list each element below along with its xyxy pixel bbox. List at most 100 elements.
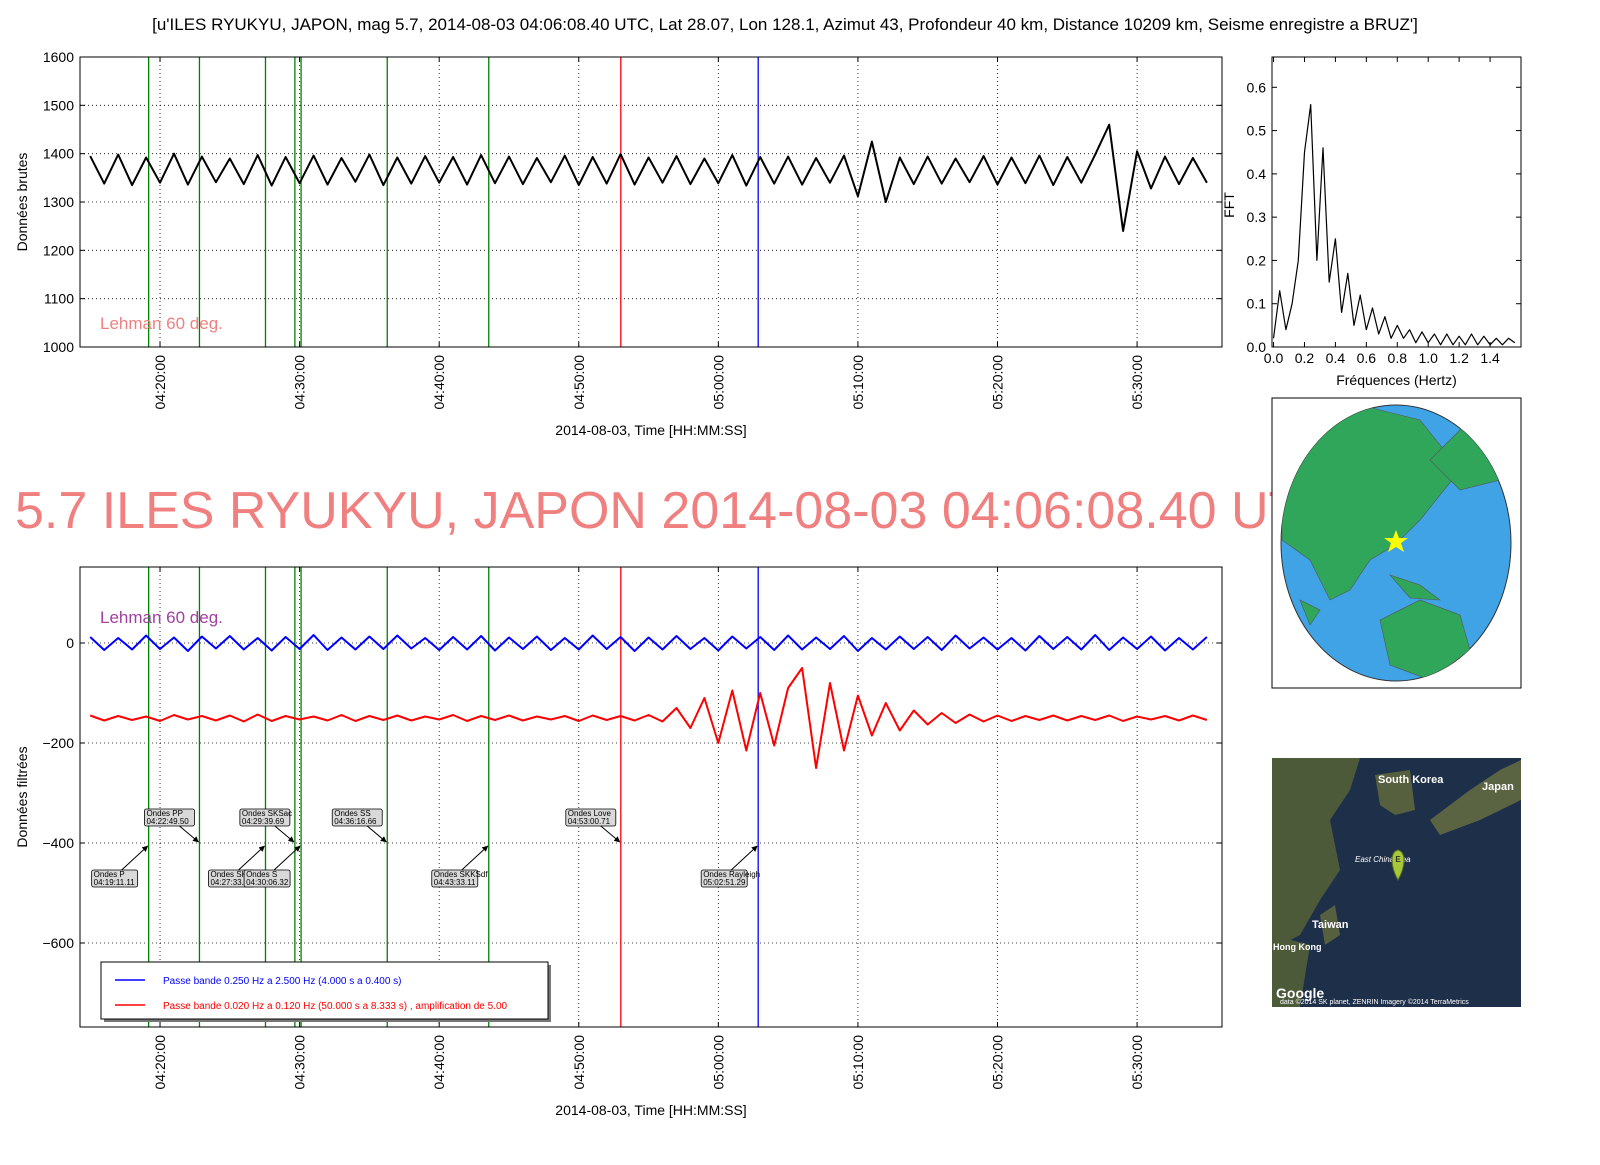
x-tick-label: 05:10:00	[850, 355, 866, 410]
x-tick-label: 0.0	[1264, 350, 1284, 366]
y-tick-label: 1000	[43, 339, 74, 355]
phase-label: Ondes Love	[568, 809, 612, 818]
y-tick-label: 0.5	[1247, 123, 1267, 139]
y-tick-label: 1300	[43, 194, 74, 210]
y-tick-label: 0	[66, 635, 74, 651]
phase-arrow	[179, 825, 199, 843]
x-tick-label: 0.2	[1295, 350, 1315, 366]
y-tick-label: −600	[42, 935, 74, 951]
x-tick-label: 1.2	[1449, 350, 1469, 366]
trace	[1272, 103, 1516, 346]
phase-label-box	[331, 808, 383, 827]
phase-label-time: 04:27:33.36	[210, 878, 253, 887]
map-label: Hong Kong	[1273, 942, 1322, 952]
legend-label: Passe bande 0.250 Hz a 2.500 Hz (4.000 s…	[163, 976, 402, 987]
x-tick-label: 0.4	[1326, 350, 1346, 366]
y-tick-label: 0.0	[1247, 339, 1267, 355]
y-tick-label: 1500	[43, 97, 74, 113]
annotation: Lehman 60 deg.	[100, 314, 223, 333]
x-tick-label: 05:00:00	[710, 1035, 726, 1090]
x-tick-label: 04:30:00	[292, 1035, 308, 1090]
phase-label-time: 04:19:11.11	[94, 878, 136, 887]
x-tick-label: 04:50:00	[571, 1035, 587, 1090]
phase-label-time: 04:30:06.32	[246, 878, 289, 887]
map-logo: Google	[1276, 985, 1324, 1001]
x-tick-label: 1.4	[1480, 350, 1500, 366]
x-axis-label: 2014-08-03, Time [HH:MM:SS]	[555, 422, 746, 438]
chart-title: [u'ILES RYUKYU, JAPON, mag 5.7, 2014-08-…	[152, 15, 1418, 34]
y-tick-label: 1400	[43, 146, 74, 162]
map-label: Taiwan	[1312, 919, 1349, 931]
phase-label-box	[565, 808, 617, 827]
trace	[89, 667, 1208, 769]
trace	[89, 634, 1208, 652]
satellite-map: South Korea Japan East China Sea E Taiwa…	[1272, 758, 1521, 1007]
phase-label-box	[91, 869, 139, 888]
x-tick-label: 05:10:00	[850, 1035, 866, 1090]
y-tick-label: 1200	[43, 242, 74, 258]
map-label: East China Sea	[1355, 855, 1411, 864]
phase-arrow	[238, 845, 265, 871]
phase-arrow	[274, 825, 295, 843]
map-label: Japan	[1482, 781, 1514, 793]
phase-arrow	[366, 825, 387, 843]
y-axis-label: Données brutes	[14, 153, 30, 252]
legend-label: Passe bande 0.020 Hz a 0.120 Hz (50.000 …	[163, 1001, 508, 1012]
globe-map	[1271, 397, 1522, 689]
phase-label-time: 04:29:39.69	[242, 817, 285, 826]
plot-frame	[79, 56, 1223, 348]
phase-label: Ondes SS	[334, 809, 370, 818]
x-tick-label: 04:20:00	[152, 1035, 168, 1090]
x-tick-label: 04:30:00	[292, 355, 308, 410]
headline: 5.7 ILES RYUKYU, JAPON 2014-08-03 04:06:…	[15, 482, 1338, 540]
x-tick-label: 1.0	[1418, 350, 1438, 366]
phase-label: Ondes P	[94, 870, 125, 879]
map-copyright: data ©2014 SK planet, ZENRIN Imagery ©20…	[1280, 998, 1469, 1006]
phase-label: Ondes SKIKP	[210, 870, 259, 879]
y-axis-label: FFT	[1221, 192, 1237, 218]
y-tick-label: −200	[42, 735, 74, 751]
phase-arrow	[273, 845, 301, 871]
phase-label: Ondes S	[246, 870, 277, 879]
x-tick-label: 05:30:00	[1129, 1035, 1145, 1090]
trace	[89, 123, 1208, 232]
y-tick-label: 0.2	[1247, 252, 1267, 268]
y-tick-label: 0.4	[1247, 166, 1267, 182]
x-tick-label: 0.6	[1357, 350, 1377, 366]
x-tick-label: 0.8	[1388, 350, 1408, 366]
y-tick-label: 0.3	[1247, 209, 1267, 225]
annotation: Lehman 60 deg.	[100, 608, 223, 627]
y-tick-label: 0.1	[1247, 296, 1267, 312]
x-tick-label: 04:40:00	[431, 355, 447, 410]
map-marker-label: E	[1395, 855, 1401, 864]
phase-label: Ondes Rayleigh	[703, 870, 760, 879]
phase-label-time: 05:02:51.29	[703, 878, 746, 887]
x-axis-label: 2014-08-03, Time [HH:MM:SS]	[555, 1102, 746, 1118]
plot-frame	[1271, 56, 1522, 348]
y-axis-label: Données filtrées	[14, 746, 30, 847]
y-tick-label: −400	[42, 835, 74, 851]
phase-label-box	[144, 808, 195, 827]
x-tick-label: 05:00:00	[710, 355, 726, 410]
phase-label-box	[243, 869, 291, 888]
phase-label: Ondes SKKSdf	[434, 870, 489, 879]
phase-arrow	[600, 825, 621, 843]
phase-label: Ondes PP	[146, 809, 182, 818]
x-tick-label: 05:20:00	[990, 355, 1006, 410]
phase-arrow	[121, 845, 149, 871]
map-label: South Korea	[1378, 774, 1444, 786]
phase-label: Ondes SKSac	[242, 809, 292, 818]
phase-label-time: 04:43:33.11	[434, 878, 476, 887]
y-tick-label: 1600	[43, 49, 74, 65]
x-tick-label: 05:30:00	[1129, 355, 1145, 410]
x-tick-label: 05:20:00	[990, 1035, 1006, 1090]
plot-frame	[79, 566, 1223, 1028]
phase-label-box	[239, 808, 291, 827]
phase-label-time: 04:36:16.66	[334, 817, 377, 826]
x-axis-label: Fréquences (Hertz)	[1336, 372, 1457, 388]
phase-label-time: 04:22:49.50	[146, 817, 189, 826]
legend-box	[100, 961, 549, 1020]
phase-label-time: 04:53:00.71	[568, 817, 611, 826]
phase-arrow	[461, 845, 489, 871]
